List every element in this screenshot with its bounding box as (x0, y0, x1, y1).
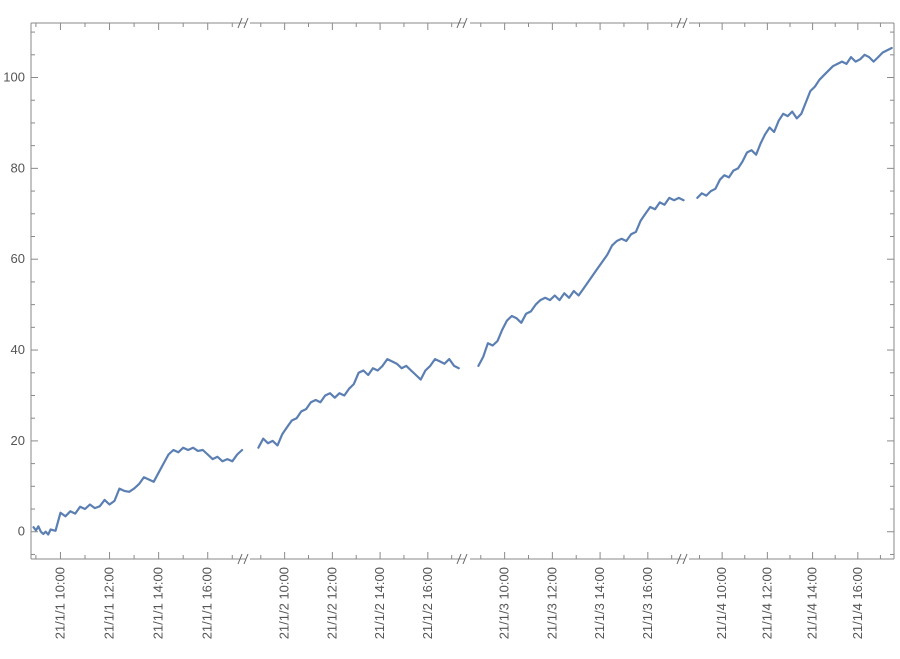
x-tick-label: 21/1/3 16:00 (640, 567, 655, 639)
series-line-segment (477, 196, 685, 367)
x-tick-label: 21/1/2 16:00 (420, 567, 435, 639)
x-tick-label: 21/1/1 14:00 (151, 567, 166, 639)
axis-break-mark (456, 17, 462, 29)
series-line-segment (696, 46, 893, 199)
x-tick-label: 21/1/1 16:00 (200, 567, 215, 639)
axis-break-mark (676, 553, 682, 565)
x-axis: 21/1/1 10:00 21/1/1 12:00 21/1/1 14:00 21/1… (35, 23, 881, 639)
series-lines (32, 46, 893, 536)
y-tick-label: 80 (11, 160, 25, 175)
x-tick-label: 21/1/1 12:00 (102, 567, 117, 639)
y-tick-label: 40 (11, 342, 25, 357)
axis-break-mark (237, 17, 243, 29)
x-tick-label: 21/1/4 10:00 (714, 567, 729, 639)
x-tick-label: 21/1/4 12:00 (759, 567, 774, 639)
axis-breaks (237, 17, 688, 565)
axis-break-mark (237, 553, 243, 565)
x-tick-label: 21/1/4 16:00 (850, 567, 865, 639)
axis-break-mark (462, 17, 468, 29)
axis-break-mark (243, 17, 249, 29)
axis-break-mark (243, 553, 249, 565)
axis-break-mark (682, 17, 688, 29)
plot-frame (30, 22, 895, 560)
series-line-segment (32, 446, 244, 536)
y-axis: 0 20 40 60 80 100 (3, 31, 894, 555)
x-tick-label: 21/1/2 10:00 (277, 567, 292, 639)
series-line-segment (257, 358, 460, 449)
x-tick-label: 21/1/3 14:00 (592, 567, 607, 639)
y-tick-label: 20 (11, 433, 25, 448)
y-tick-label: 100 (3, 70, 25, 85)
axis-break-mark (462, 553, 468, 565)
x-tick-label: 21/1/3 12:00 (544, 567, 559, 639)
y-tick-label: 60 (11, 251, 25, 266)
y-tick-label: 0 (18, 524, 25, 539)
x-tick-label: 21/1/1 10:00 (52, 567, 67, 639)
x-tick-label: 21/1/2 14:00 (372, 567, 387, 639)
axis-break-mark (456, 553, 462, 565)
x-tick-label: 21/1/4 14:00 (805, 567, 820, 639)
axis-break-mark (682, 553, 688, 565)
x-tick-label: 21/1/3 10:00 (497, 567, 512, 639)
x-tick-label: 21/1/2 12:00 (324, 567, 339, 639)
axis-break-mark (676, 17, 682, 29)
